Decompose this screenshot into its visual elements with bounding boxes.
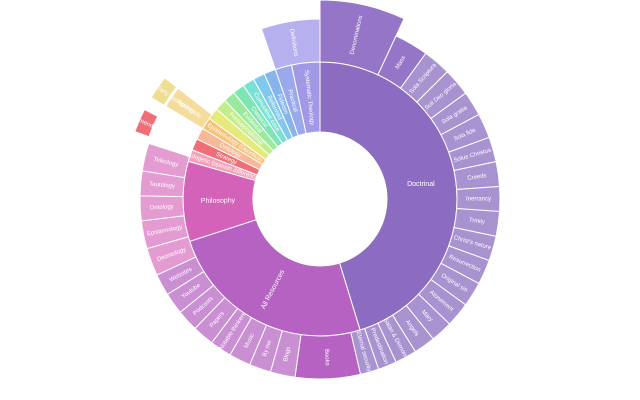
- segment-commendation[interactable]: [134, 108, 159, 138]
- segment-apologetic-sub[interactable]: [165, 87, 213, 130]
- segment-authority[interactable]: [150, 77, 178, 106]
- segment-inerrancy[interactable]: [456, 185, 501, 213]
- segment-teleology[interactable]: [141, 142, 191, 179]
- segment-books[interactable]: [294, 331, 362, 380]
- segment-definitions[interactable]: [260, 18, 321, 71]
